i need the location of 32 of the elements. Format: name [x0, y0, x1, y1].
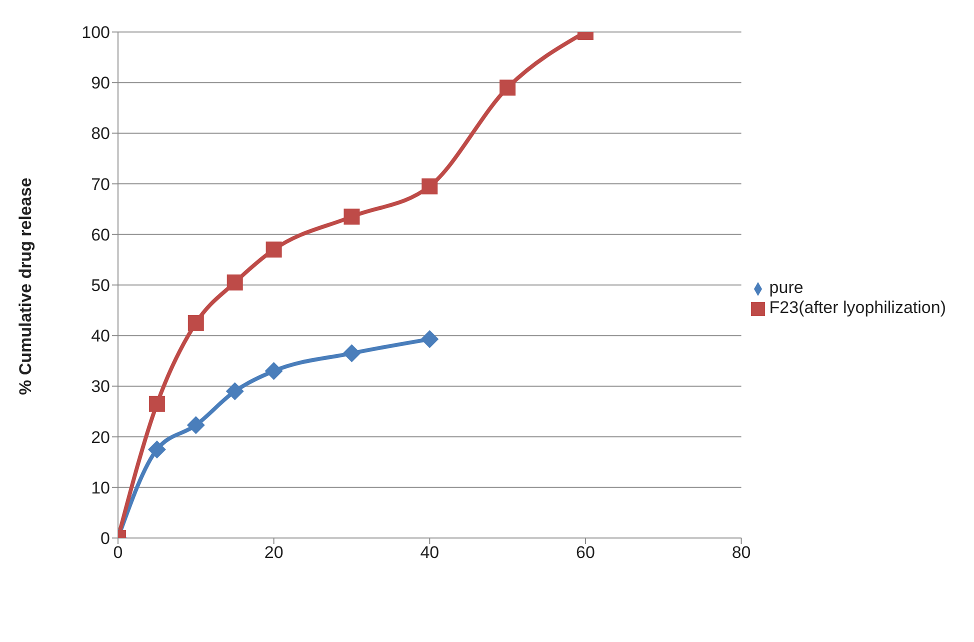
point	[420, 330, 439, 348]
y-tick-label: 60	[91, 225, 110, 244]
point	[342, 344, 361, 362]
point	[422, 178, 438, 194]
point	[226, 274, 243, 290]
legend-label: F23(after lyophilization)	[769, 298, 946, 317]
point	[266, 242, 282, 258]
point	[226, 382, 244, 400]
point	[188, 314, 204, 331]
point	[500, 80, 516, 96]
legend-label: pure	[769, 278, 804, 297]
y-tick-label: 40	[91, 326, 110, 346]
y-tick-label: 30	[91, 377, 110, 396]
x-tick-label: 20	[264, 543, 284, 562]
y-axis-title: % Cumulative drug release	[16, 178, 36, 395]
point	[264, 362, 283, 380]
x-tick-label: 0	[113, 543, 123, 562]
y-tick-label: 80	[91, 124, 110, 144]
point	[344, 208, 360, 225]
x-tick-label: 60	[576, 543, 595, 562]
x-tick-label: 40	[420, 543, 440, 562]
y-tick-label: 90	[91, 74, 110, 93]
y-tick-label: 70	[91, 174, 110, 194]
y-tick-label: 0	[100, 529, 110, 548]
point	[186, 416, 205, 434]
point	[148, 396, 165, 412]
y-tick-label: 10	[91, 478, 110, 498]
y-tick-label: 20	[91, 428, 110, 447]
point	[148, 440, 166, 458]
x-tick-label: 80	[732, 543, 751, 562]
y-tick-label: 100	[82, 23, 110, 42]
y-tick-label: 50	[91, 276, 110, 296]
